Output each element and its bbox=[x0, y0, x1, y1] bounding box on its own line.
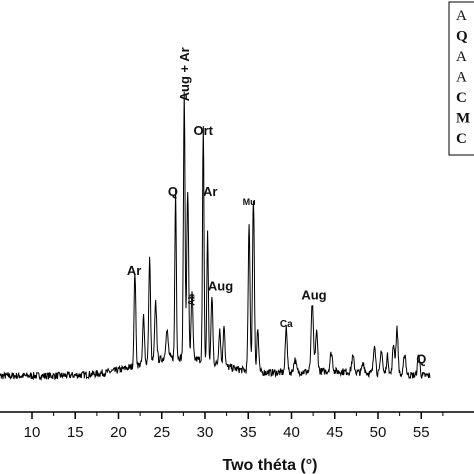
x-axis-title: Two théta (°) bbox=[223, 457, 318, 474]
peak-labels: Ar Q Aug + Ar Ab Ort Ar Aug Mu Ca Aug Q bbox=[127, 47, 426, 366]
peak-label: Q bbox=[168, 184, 178, 199]
peak-label: Ca bbox=[280, 319, 293, 330]
peak-label: Ar bbox=[203, 184, 217, 199]
legend-entry: A bbox=[456, 8, 467, 24]
legend-box bbox=[448, 1, 474, 156]
legend-entry: Q bbox=[456, 29, 468, 45]
x-tick-label: 20 bbox=[110, 424, 127, 441]
peak-label: Q bbox=[416, 352, 426, 367]
x-tick-label: 25 bbox=[153, 424, 170, 441]
x-axis-ticks: 10 15 20 25 30 35 40 45 50 55 bbox=[24, 412, 444, 441]
xrd-trace bbox=[0, 91, 431, 381]
x-tick-label: 10 bbox=[24, 424, 41, 441]
peak-label: Ab bbox=[186, 293, 196, 305]
legend-entry: C bbox=[456, 90, 467, 106]
x-tick-label: 45 bbox=[326, 424, 343, 441]
peak-label: Ar bbox=[127, 263, 141, 278]
peak-label: Mu bbox=[243, 197, 256, 207]
peak-label: Aug + Ar bbox=[177, 47, 192, 101]
x-tick-label: 50 bbox=[370, 424, 387, 441]
x-tick-label: 55 bbox=[413, 424, 430, 441]
legend-entry: A bbox=[456, 70, 467, 86]
legend-entry: M bbox=[456, 111, 470, 127]
peak-label: Ort bbox=[194, 123, 214, 138]
x-tick-label: 15 bbox=[67, 424, 84, 441]
x-tick-label: 40 bbox=[283, 424, 300, 441]
x-tick-label: 35 bbox=[240, 424, 257, 441]
peak-label: Aug bbox=[208, 278, 233, 293]
peak-label: Aug bbox=[301, 288, 326, 303]
legend-entry: A bbox=[456, 49, 467, 65]
x-tick-label: 30 bbox=[197, 424, 214, 441]
legend-entry: C bbox=[456, 131, 467, 147]
